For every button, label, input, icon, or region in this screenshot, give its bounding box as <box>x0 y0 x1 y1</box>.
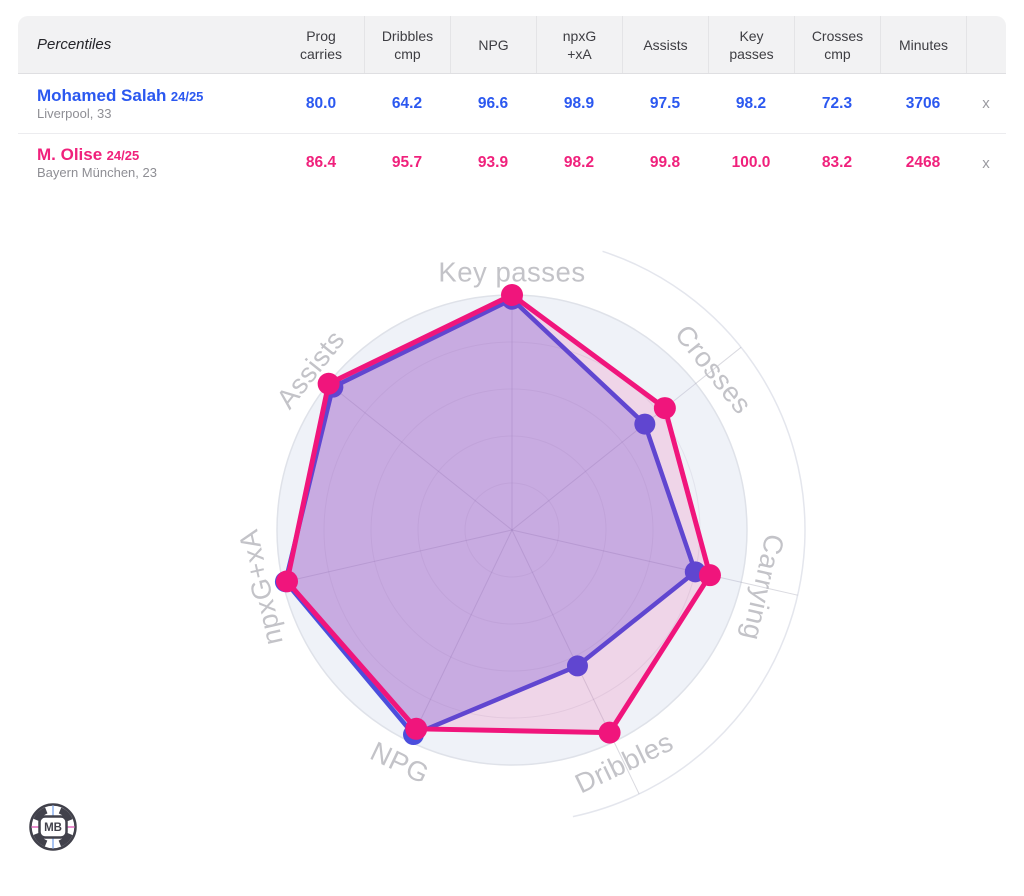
stat-value: 2468 <box>905 154 941 171</box>
logo-text: MB <box>44 822 62 834</box>
stat-value: 99.8 <box>649 154 681 171</box>
radar-axis-label: Key passes <box>438 257 585 288</box>
header-spacer <box>966 16 1006 73</box>
radar-chart: Key passes Crosses Carrying Dribbles NPG npxG… <box>212 230 812 830</box>
column-header: Minutes <box>880 16 966 73</box>
stat-value: 98.2 <box>735 94 767 112</box>
radar-point-1-carrying[interactable] <box>698 564 721 587</box>
column-header: Assists <box>622 16 708 73</box>
percentiles-table: Percentiles Prog carries Dribbles cmp NPG npx… <box>18 16 1006 192</box>
radar-point-1-key-passes[interactable] <box>501 284 523 306</box>
stat-value: 98.9 <box>563 94 595 112</box>
stat-value: 96.6 <box>477 94 509 112</box>
column-headers: Prog carries Dribbles cmp NPG npxG +xA Assists K… <box>278 16 966 73</box>
column-header: Crosses cmp <box>794 16 880 73</box>
column-header: Key passes <box>708 16 794 73</box>
player-row: M. Olise 24/25 Bayern München, 23 86.4 95… <box>18 133 1006 192</box>
stat-value: 93.9 <box>477 154 509 171</box>
radar-point-1-npxg-xa[interactable] <box>276 570 299 593</box>
player-name: Mohamed Salah <box>37 85 167 105</box>
remove-player-button[interactable]: x <box>974 152 998 175</box>
player-name: M. Olise <box>37 145 103 164</box>
player-season: 24/25 <box>106 148 140 163</box>
stat-value: 80.0 <box>305 94 337 112</box>
stat-value: 83.2 <box>821 154 853 171</box>
brand-logo: MB <box>21 795 85 859</box>
column-header: npxG +xA <box>536 16 622 73</box>
radar-svg: Key passesCrossesCarryingDribblesNPGnpxG… <box>232 250 806 818</box>
radar-point-0-dribbles[interactable] <box>566 655 588 677</box>
football-logo-icon: MB <box>29 803 77 851</box>
remove-player-button[interactable]: x <box>974 92 998 115</box>
stat-value: 64.2 <box>391 94 423 112</box>
column-header: Dribbles cmp <box>364 16 450 73</box>
column-header: NPG <box>450 16 536 73</box>
player-club: Bayern München, 23 <box>37 165 157 180</box>
radar-point-1-npg[interactable] <box>405 717 428 740</box>
stat-value: 98.2 <box>563 154 595 171</box>
stat-value: 86.4 <box>305 154 337 171</box>
radar-point-1-crosses[interactable] <box>653 397 676 420</box>
player-club: Liverpool, 33 <box>37 105 112 121</box>
stat-value: 95.7 <box>391 154 423 171</box>
player-season: 24/25 <box>170 88 204 104</box>
table-title: Percentiles <box>37 36 112 53</box>
table-header-row: Percentiles Prog carries Dribbles cmp NPG npx… <box>18 16 1006 74</box>
player-values: 80.0 64.2 96.6 98.9 97.5 98.2 72.3 3706 <box>278 95 966 113</box>
column-header: Prog carries <box>299 27 342 62</box>
stat-value: 72.3 <box>821 94 853 112</box>
radar-point-0-crosses[interactable] <box>634 413 656 435</box>
player-row: Mohamed Salah 24/25 Liverpool, 33 80.0 64… <box>18 74 1006 133</box>
radar-point-1-assists[interactable] <box>317 372 340 395</box>
player-values: 86.4 95.7 93.9 98.2 99.8 100.0 83.2 2468 <box>278 154 966 172</box>
stat-value: 97.5 <box>649 94 681 112</box>
stat-value: 100.0 <box>731 154 771 171</box>
stat-value: 3706 <box>905 94 941 112</box>
radar-point-1-dribbles[interactable] <box>598 721 621 744</box>
